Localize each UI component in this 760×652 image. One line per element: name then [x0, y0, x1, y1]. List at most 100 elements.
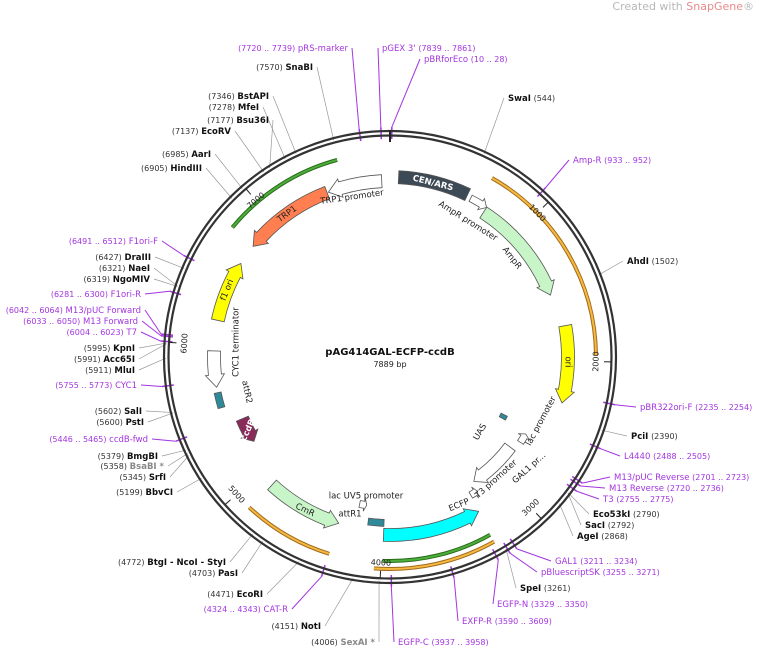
enzyme-site-label[interactable]: AgeI (2868): [577, 532, 628, 542]
watermark-prefix: Created with: [612, 0, 687, 13]
enzyme-site-label[interactable]: (7346) BstAPI: [208, 92, 269, 102]
feature-trp1-promoter[interactable]: [327, 174, 383, 198]
enzyme-site-label[interactable]: (5379) BmgBI: [98, 452, 158, 462]
primer-tick: [169, 290, 182, 296]
leader-line: [559, 503, 574, 537]
enzyme-site-label[interactable]: (4772) BtgI - NcoI - StyI: [118, 558, 226, 568]
primer-label[interactable]: M13/pUC Reverse (2701 .. 2723): [614, 473, 749, 483]
enzyme-site-label[interactable]: (4471) EcoRI: [207, 590, 263, 600]
site-position: (4772): [118, 558, 145, 567]
enzyme-site-label[interactable]: (5358) BsaBI *: [100, 462, 164, 472]
primer-label[interactable]: pBR322ori-F (2235 .. 2254): [640, 403, 752, 413]
primer-label[interactable]: L4440 (2488 .. 2505): [624, 452, 710, 462]
leader-line: [377, 47, 382, 128]
ecfp-outer-arc: [373, 540, 495, 570]
enzyme-site-label[interactable]: (6905) HindIII: [141, 164, 202, 174]
enzyme-site-label[interactable]: (4006) SexAI *: [311, 638, 375, 648]
site-position: (4151): [272, 622, 299, 631]
site-position: (6281 .. 6300): [51, 290, 108, 299]
leader-line: [140, 331, 161, 342]
primer-label[interactable]: (6004 .. 6023) T7: [67, 328, 137, 338]
primer-label[interactable]: (6491 .. 6512) F1ori-F: [69, 237, 158, 247]
feature-ampr[interactable]: [479, 206, 555, 296]
enzyme-site-label[interactable]: (6319) NgoMIV: [83, 275, 150, 285]
feature-f1-ori[interactable]: [211, 262, 244, 323]
feature-uas[interactable]: [498, 412, 508, 421]
enzyme-site-label[interactable]: (5345) SrfI: [120, 473, 167, 483]
feature-ampr-promoter[interactable]: [468, 194, 488, 211]
site-position: (5379): [98, 452, 125, 461]
enzyme-site-label[interactable]: (5600) PstI: [96, 418, 144, 428]
feature-ori[interactable]: [554, 324, 576, 404]
leader-line: [614, 404, 637, 408]
site-position: (10 .. 28): [471, 55, 508, 64]
primer-label[interactable]: (5755 .. 5773) CYC1: [55, 381, 137, 391]
primer-label[interactable]: EGFP-N (3329 .. 3350): [497, 600, 588, 610]
feature-attr2[interactable]: [213, 391, 226, 410]
primer-tick: [320, 564, 326, 577]
primer-label[interactable]: Amp-R (933 .. 952): [573, 156, 651, 166]
primer-label[interactable]: GAL1 (3211 .. 3234): [555, 557, 637, 567]
feature-gal1-pr[interactable]: [473, 442, 516, 484]
primer-label[interactable]: T3 (2755 .. 2775): [602, 495, 673, 505]
watermark: Created with SnapGene®: [612, 0, 754, 13]
site-name: BmgBI: [127, 452, 158, 462]
primer-label[interactable]: (6042 .. 6064) M13/pUC Forward: [6, 306, 141, 316]
enzyme-site-label[interactable]: (4703) PasI: [189, 569, 238, 579]
enzyme-site-label[interactable]: (5995) KpnI: [84, 344, 135, 354]
enzyme-site-label[interactable]: (4151) NotI: [272, 622, 322, 632]
feature-cen-ars[interactable]: [397, 170, 471, 202]
primer-label[interactable]: (7720 .. 7739) pRS-marker: [238, 44, 348, 54]
feature-attr1[interactable]: [367, 517, 385, 527]
site-name: SacI: [585, 521, 605, 531]
enzyme-site-label[interactable]: PciI (2390): [631, 432, 678, 442]
enzyme-site-label[interactable]: SpeI (3261): [520, 584, 570, 594]
enzyme-site-label[interactable]: (7177) Bsu36I: [207, 116, 269, 126]
enzyme-site-label[interactable]: (6985) AarI: [162, 150, 211, 160]
feature-ccdb[interactable]: [235, 415, 259, 442]
primer-label[interactable]: (4324 .. 4343) CAT-R: [204, 605, 288, 615]
primer-label[interactable]: EXFP-R (3590 .. 3609): [462, 617, 552, 627]
primer-label[interactable]: (6033 .. 6050) M13 Forward: [23, 317, 138, 327]
enzyme-site-label[interactable]: (5199) BbvCI: [116, 488, 173, 498]
enzyme-site-label[interactable]: (7570) SnaBI: [256, 63, 313, 73]
site-position: (2701 .. 2723): [692, 473, 749, 482]
feature-cmr[interactable]: [267, 479, 340, 529]
feature-cyc1-terminator[interactable]: [204, 350, 226, 388]
primer-label[interactable]: pBluescriptSK (3255 .. 3271): [541, 568, 660, 578]
primer-label[interactable]: pBRforEco (10 .. 28): [424, 55, 508, 65]
feature-t3-promoter[interactable]: [468, 486, 479, 499]
enzyme-site-label[interactable]: Eco53kI (2790): [593, 510, 660, 520]
enzyme-site-label[interactable]: (7278) MfeI: [209, 103, 259, 113]
enzyme-site-label[interactable]: SwaI (544): [508, 94, 555, 104]
enzyme-site-label[interactable]: (5602) SalI: [95, 407, 142, 417]
enzyme-site-label[interactable]: AhdI (1502): [627, 257, 678, 267]
site-position: (4703): [189, 569, 216, 578]
primer-label[interactable]: (6281 .. 6300) F1ori-R: [51, 290, 141, 300]
enzyme-site-label[interactable]: (6321) NaeI: [99, 264, 150, 274]
enzyme-site-label[interactable]: (5991) Acc65I: [74, 355, 135, 365]
site-name: F1ori-R: [111, 290, 141, 300]
leader-line: [269, 119, 274, 169]
feature-lac-uv5-promoter[interactable]: [358, 498, 368, 512]
feature-trp1[interactable]: [252, 186, 330, 247]
leader-line: [545, 159, 570, 188]
tick-mark: [225, 499, 231, 505]
leader-line: [138, 357, 167, 371]
site-name: T7: [125, 328, 137, 338]
leader-line: [153, 267, 178, 287]
feature-lac-promoter[interactable]: [517, 433, 530, 445]
enzyme-site-label[interactable]: (7137) EcoRV: [172, 127, 232, 137]
primer-label[interactable]: pGEX 3' (7839 .. 7861): [382, 44, 475, 54]
primer-label[interactable]: (5446 .. 5465) ccdB-fwd: [49, 435, 148, 445]
feature-ecfp[interactable]: [382, 508, 480, 542]
enzyme-site-label[interactable]: (5911) MluI: [85, 366, 135, 376]
primer-label[interactable]: M13 Reverse (2720 .. 2736): [609, 484, 724, 494]
site-position: (2868): [601, 532, 628, 541]
enzyme-site-label[interactable]: (6427) DraIII: [95, 253, 151, 263]
enzyme-site-label[interactable]: SacI (2792): [585, 521, 634, 531]
site-name: M13/pUC Reverse: [614, 473, 689, 483]
site-position: (4471): [207, 590, 234, 599]
primer-label[interactable]: EGFP-C (3937 .. 3958): [398, 638, 489, 648]
